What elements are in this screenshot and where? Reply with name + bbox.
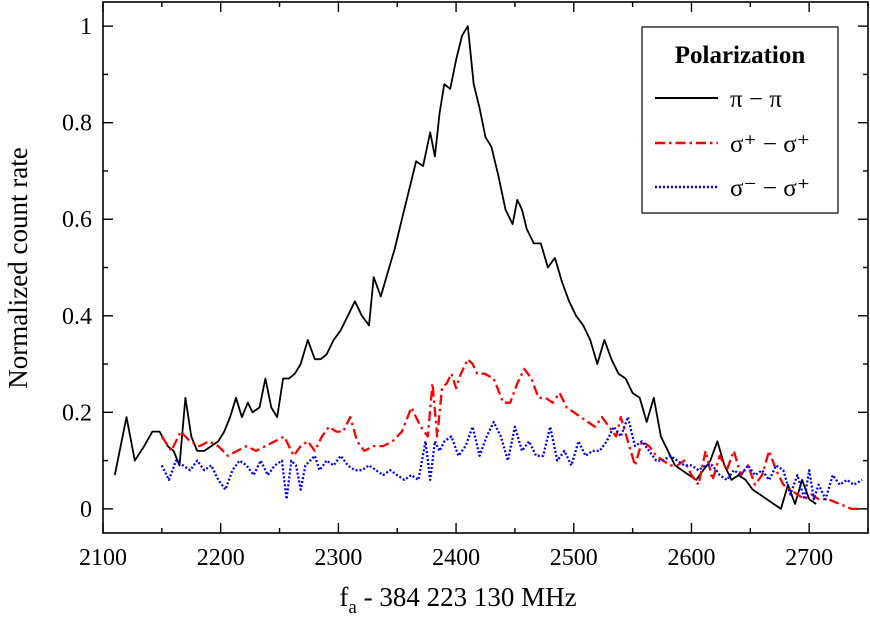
x-axis-label-rest: - 384 223 130 MHz <box>357 582 577 612</box>
x-axis-label-main: f <box>339 582 348 612</box>
y-tick-label: 0.2 <box>62 400 92 426</box>
x-axis-label: fa - 384 223 130 MHz <box>339 582 576 618</box>
legend-entry-sigma-minus: σ⁻ − σ⁺ <box>730 175 810 202</box>
legend-box <box>641 26 839 214</box>
x-tick-label: 2700 <box>785 545 833 571</box>
series-line-sigma-minus <box>160 415 863 501</box>
y-axis-label: Normalized count rate <box>3 147 33 388</box>
x-tick-label: 2100 <box>79 545 127 571</box>
x-tick-label: 2600 <box>667 545 715 571</box>
x-axis-label-subscript: a <box>348 597 357 618</box>
axis-ticks <box>102 2 869 533</box>
x-tick-label: 2400 <box>432 545 480 571</box>
y-tick-label: 0.4 <box>62 304 92 330</box>
x-tick-labels: 2100 2200 2300 2400 2500 2600 2700 <box>79 545 833 571</box>
y-tick-labels: 0 0.2 0.4 0.6 0.8 1 <box>62 14 92 523</box>
y-tick-label: 0.8 <box>62 111 92 137</box>
series-line-sigma-plus <box>160 358 863 511</box>
legend: Polarization π − π σ⁺ − σ⁺ σ⁻ − σ⁺ <box>641 26 839 214</box>
y-tick-label: 0 <box>80 497 92 523</box>
x-tick-label: 2500 <box>550 545 598 571</box>
y-tick-label: 1 <box>80 14 92 40</box>
y-tick-label: 0.6 <box>62 207 92 233</box>
x-tick-label: 2200 <box>197 545 245 571</box>
legend-entry-pi-pi: π − π <box>730 86 782 113</box>
legend-entry-sigma-plus: σ⁺ − σ⁺ <box>730 131 810 158</box>
data-series <box>113 25 863 511</box>
x-tick-label: 2300 <box>314 545 362 571</box>
legend-title: Polarization <box>675 42 806 69</box>
